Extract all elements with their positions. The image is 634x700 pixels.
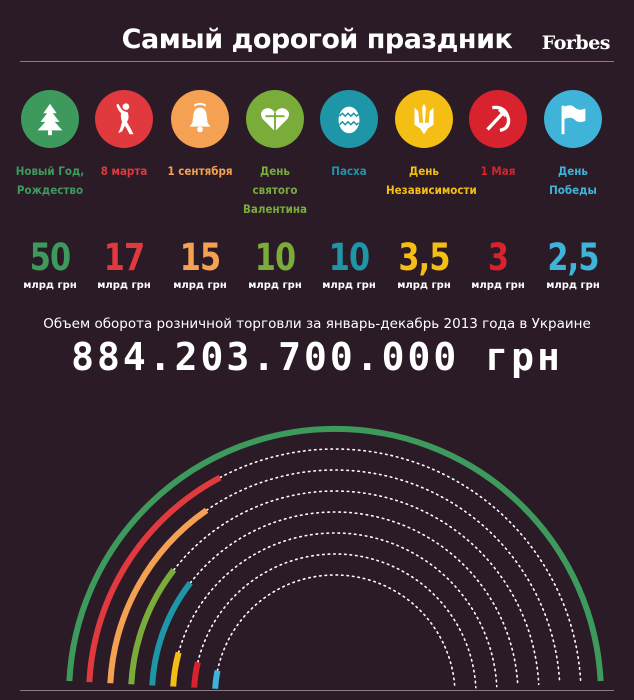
arc-bar-4 xyxy=(149,581,193,686)
total-caption: Объем оборота розничной торговли за янва… xyxy=(43,316,591,332)
holiday-name: День Независимости xyxy=(386,164,477,197)
easter-egg-icon xyxy=(320,90,378,148)
holiday-valentine: День святого Валентина xyxy=(237,90,313,219)
arc-remainder-5 xyxy=(177,532,498,688)
holiday-unit: млрд грн xyxy=(248,280,302,291)
arc-bar-7 xyxy=(212,670,221,689)
holiday-value: 50 xyxy=(29,236,71,279)
holiday-value-block: 2,5 млрд грн xyxy=(535,236,611,292)
holiday-value: 10 xyxy=(254,236,296,279)
flag-icon xyxy=(544,90,602,148)
brand-logo: Forbes xyxy=(541,32,611,54)
arc-remainder-1 xyxy=(219,448,582,683)
bottom-divider xyxy=(20,690,614,691)
arc-bar-3 xyxy=(128,568,177,685)
holiday-september-1: 1 сентября xyxy=(162,90,238,181)
holiday-value: 10 xyxy=(328,236,370,279)
arc-remainder-2 xyxy=(205,469,561,685)
arc-remainder-4 xyxy=(189,511,519,687)
holiday-name: День Победы xyxy=(549,164,597,197)
dancing-woman-icon xyxy=(95,90,153,148)
holiday-value: 15 xyxy=(179,236,221,279)
holiday-value-block: 10 млрд грн xyxy=(311,236,387,292)
holiday-list: Новый Год, Рождество 8 марта 1 сентября … xyxy=(0,90,634,310)
arc-remainder-3 xyxy=(173,490,540,686)
holiday-unit: млрд грн xyxy=(322,280,376,291)
arc-bar-1 xyxy=(86,474,222,683)
holiday-name: 1 Мая xyxy=(480,164,516,178)
holiday-victory: День Победы xyxy=(535,90,611,200)
holiday-value: 3,5 xyxy=(398,236,450,279)
total-currency: грн xyxy=(485,335,563,379)
total-amount: 884.203.700.000 грн xyxy=(0,335,634,379)
holiday-value-block: 17 млрд грн xyxy=(86,236,162,292)
holiday-may-1: 1 Мая xyxy=(460,90,536,181)
holiday-march-8: 8 марта xyxy=(86,90,162,181)
hammer-sickle-icon xyxy=(469,90,527,148)
arc-bar-0 xyxy=(66,425,604,682)
holiday-unit: млрд грн xyxy=(397,280,451,291)
christmas-tree-icon xyxy=(21,90,79,148)
holiday-value-block: 50 млрд грн xyxy=(12,236,88,292)
arc-remainder-6 xyxy=(197,553,477,689)
total-number: 884.203.700.000 xyxy=(71,335,460,379)
holiday-value-block: 15 млрд грн xyxy=(162,236,238,292)
holiday-value-block: 3 млрд грн xyxy=(460,236,536,292)
holiday-unit: млрд грн xyxy=(23,280,77,291)
arc-bar-2 xyxy=(107,507,209,684)
holiday-name: Новый Год, Рождество xyxy=(15,164,85,197)
holiday-easter: Пасха xyxy=(311,90,387,181)
holiday-value: 17 xyxy=(103,236,145,279)
top-divider xyxy=(20,61,614,62)
holiday-name: Пасха xyxy=(331,164,367,178)
holiday-name: 8 марта xyxy=(100,164,148,178)
holiday-unit: млрд грн xyxy=(97,280,151,291)
heart-gift-icon xyxy=(246,90,304,148)
holiday-value: 2,5 xyxy=(547,236,599,279)
holiday-unit: млрд грн xyxy=(546,280,600,291)
holiday-value-block: 3,5 млрд грн xyxy=(386,236,462,292)
trident-icon xyxy=(395,90,453,148)
holiday-value: 3 xyxy=(487,236,509,279)
holiday-name: День святого Валентина xyxy=(243,164,307,216)
page-title: Самый дорогой праздник xyxy=(121,24,513,55)
arc-bar-5 xyxy=(170,651,182,687)
holiday-new-year: Новый Год, Рождество xyxy=(12,90,88,200)
arc-bar-6 xyxy=(191,661,201,688)
arc-remainder-7 xyxy=(216,574,456,690)
school-bell-icon xyxy=(171,90,229,148)
holiday-unit: млрд грн xyxy=(173,280,227,291)
holiday-independence: День Независимости xyxy=(386,90,477,200)
holiday-name: 1 сентября xyxy=(167,164,233,178)
holiday-unit: млрд грн xyxy=(471,280,525,291)
holiday-value-block: 10 млрд грн xyxy=(237,236,313,292)
